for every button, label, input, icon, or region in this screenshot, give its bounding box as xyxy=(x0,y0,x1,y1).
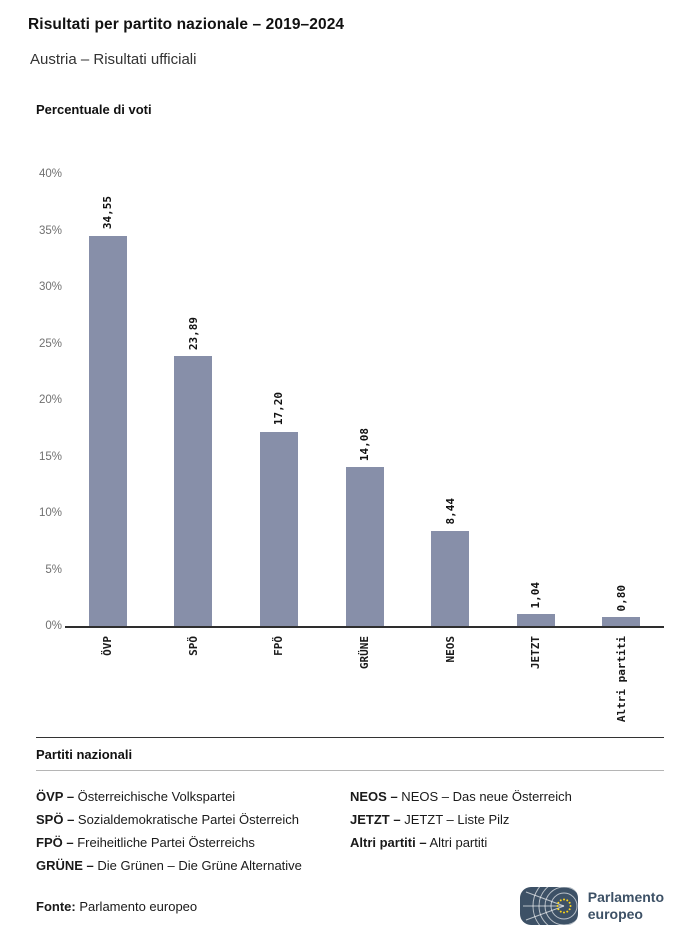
x-axis-label: FPÖ xyxy=(272,636,286,656)
legend-item-abbr: ÖVP – xyxy=(36,789,75,804)
bar-group: 34,55 xyxy=(65,174,151,626)
x-axis-label: ÖVP xyxy=(101,636,115,656)
source-note: Fonte: Parlamento europeo xyxy=(36,899,197,914)
x-slot: JETZT xyxy=(493,628,579,723)
bar-value-label: 14,08 xyxy=(358,427,372,461)
legend-item-name: NEOS – Das neue Österreich xyxy=(397,789,572,804)
x-slot: NEOS xyxy=(407,628,493,723)
y-tick-label: 0% xyxy=(45,620,62,632)
x-axis-label: GRÜNE xyxy=(358,636,372,670)
bar-group: 1,04 xyxy=(493,174,579,626)
legend-heading: Partiti nazionali xyxy=(36,747,133,762)
legend-columns: ÖVP – Österreichische Volkspartei SPÖ – S… xyxy=(36,771,664,877)
legend-item-abbr: SPÖ – xyxy=(36,812,75,827)
legend-column: NEOS – NEOS – Das neue Österreich JETZT –… xyxy=(350,785,664,877)
bar-value-label: 8,44 xyxy=(443,498,457,525)
bar-value-label: 17,20 xyxy=(272,392,286,426)
legend-item-name: Die Grünen – Die Grüne Alternative xyxy=(93,858,302,873)
legend-item: JETZT – JETZT – Liste Pilz xyxy=(350,808,664,831)
ep-hemicycle-icon xyxy=(519,887,578,925)
x-slot: ÖVP xyxy=(65,628,151,723)
parlamento-europeo-logo: Parlamento europeo xyxy=(519,887,664,925)
x-labels: ÖVP SPÖ FPÖ GRÜNE NEOS JETZT Altri partiti xyxy=(65,628,664,723)
legend-item: Altri partiti – Altri partiti xyxy=(350,831,664,854)
bar-group: 14,08 xyxy=(322,174,408,626)
legend-item-abbr: NEOS – xyxy=(350,789,398,804)
legend-item-name: JETZT – Liste Pilz xyxy=(400,812,510,827)
footer: Fonte: Parlamento europeo Parlamento xyxy=(36,887,664,925)
x-slot: GRÜNE xyxy=(322,628,408,723)
y-tick-label: 40% xyxy=(38,168,62,180)
legend-item: SPÖ – Sozialdemokratische Partei Österre… xyxy=(36,808,350,831)
legend-item-abbr: FPÖ – xyxy=(36,835,74,850)
legend-sub-divider xyxy=(36,770,664,771)
x-axis-label: JETZT xyxy=(529,636,543,670)
legend-item-name: Altri partiti xyxy=(426,835,488,850)
y-tick-label: 20% xyxy=(38,394,62,406)
legend-item-name: Freiheitliche Partei Österreichs xyxy=(73,835,255,850)
x-slot: SPÖ xyxy=(151,628,237,723)
logo-text-line2: europeo xyxy=(587,906,643,922)
legend-top-divider xyxy=(36,737,664,738)
bar xyxy=(602,617,641,626)
legend-item-abbr: Altri partiti – xyxy=(350,835,427,850)
bar-value-label: 1,04 xyxy=(529,581,543,609)
source-label: Fonte: xyxy=(36,898,76,914)
legend-item: GRÜNE – Die Grünen – Die Grüne Alternati… xyxy=(36,854,350,877)
y-tick-label: 35% xyxy=(38,224,62,237)
x-slot: FPÖ xyxy=(236,628,322,723)
bar-value-label: 23,89 xyxy=(186,316,200,350)
eu-stars xyxy=(556,898,572,914)
bar-value-label: 0,80 xyxy=(614,584,628,612)
bar-group: 0,80 xyxy=(578,174,664,626)
bar-value-label: 34,55 xyxy=(101,196,115,230)
legend-item: NEOS – NEOS – Das neue Österreich xyxy=(350,785,664,808)
logo-text-line1: Parlamento xyxy=(587,889,664,906)
page-title: Risultati per partito nazionale – 2019–2… xyxy=(28,16,345,33)
source-value: Parlamento europeo xyxy=(75,898,198,914)
bar xyxy=(259,431,298,626)
bar xyxy=(431,530,470,626)
legend-item-name: Sozialdemokratische Partei Österreich xyxy=(74,812,299,827)
chart-title: Percentuale di voti xyxy=(36,102,152,117)
bar-group: 8,44 xyxy=(407,174,493,626)
plot-area: 34,55 23,89 17,20 14,08 8,44 1,04 0,80 xyxy=(65,174,664,628)
legend-item-name: Österreichische Volkspartei xyxy=(74,789,236,804)
y-tick-label: 25% xyxy=(38,337,62,350)
y-tick-label: 5% xyxy=(45,563,62,576)
bar-group: 17,20 xyxy=(236,174,322,626)
bar xyxy=(516,614,555,626)
page-subtitle: Austria – Risultati ufficiali xyxy=(30,51,197,68)
y-tick-label: 10% xyxy=(38,507,62,519)
legend-item-abbr: GRÜNE – xyxy=(36,858,94,873)
bar xyxy=(88,235,127,626)
y-tick-label: 15% xyxy=(38,450,62,463)
y-tick-label: 30% xyxy=(38,281,62,293)
legend-item-abbr: JETZT – xyxy=(350,812,401,827)
y-ticks: 40% 35% 30% 25% 20% 15% 10% 5% 0% xyxy=(36,167,62,633)
x-axis-label: SPÖ xyxy=(186,636,200,656)
bar xyxy=(345,466,384,626)
x-axis-label: NEOS xyxy=(443,636,457,663)
legend-item: ÖVP – Österreichische Volkspartei xyxy=(36,785,350,808)
legend-item: FPÖ – Freiheitliche Partei Österreichs xyxy=(36,831,350,854)
bar-group: 23,89 xyxy=(151,174,237,626)
legend-column: ÖVP – Österreichische Volkspartei SPÖ – S… xyxy=(36,785,350,877)
x-slot: Altri partiti xyxy=(578,628,664,723)
logo-text: Parlamento europeo xyxy=(588,889,664,922)
bar-chart: 40% 35% 30% 25% 20% 15% 10% 5% 0% 34,55 23,89 17,2… xyxy=(36,168,664,723)
bar xyxy=(174,356,213,626)
x-axis-label: Altri partiti xyxy=(614,636,628,723)
